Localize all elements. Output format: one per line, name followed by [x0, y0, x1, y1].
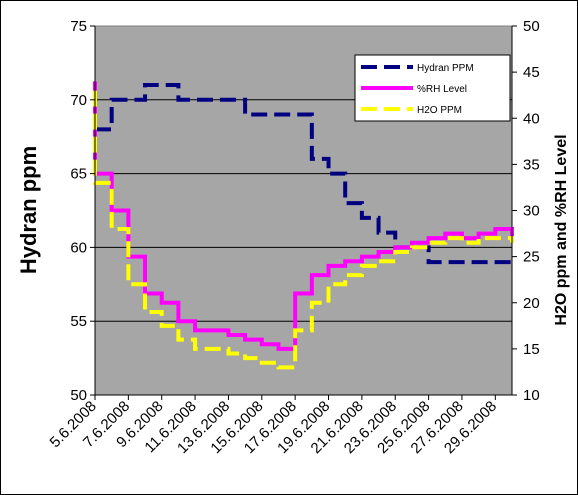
- y2-tick-label: 20: [523, 295, 540, 312]
- y2-tick-label: 10: [523, 387, 540, 404]
- y2-tick-label: 45: [523, 64, 540, 81]
- y2-axis-title: H2O ppm and %RH Level: [553, 134, 570, 325]
- y-tick-label: 70: [70, 92, 87, 109]
- series-line: [93, 90, 514, 370]
- legend-label: %RH Level: [417, 84, 467, 95]
- y-tick-label: 65: [70, 166, 87, 183]
- y-tick-label: 75: [70, 18, 87, 35]
- y2-tick-label: 30: [523, 203, 540, 220]
- y2-tick-label: 15: [523, 341, 540, 358]
- y2-tick-label: 25: [523, 249, 540, 266]
- y-tick-label: 55: [70, 313, 87, 330]
- y2-tick-label: 35: [523, 156, 540, 173]
- y-tick-label: 50: [70, 387, 87, 404]
- series-line: [93, 81, 514, 351]
- y-axis-title: Hydran ppm: [16, 146, 41, 274]
- series-layer: [93, 81, 514, 370]
- y2-tick-label: 40: [523, 110, 540, 127]
- y-tick-label: 60: [70, 239, 87, 256]
- legend: Hydran PPM %RH Level H2O PPM: [354, 54, 511, 122]
- legend-label: H2O PPM: [417, 105, 462, 116]
- y2-tick-label: 50: [523, 18, 540, 35]
- series-line: [95, 83, 512, 265]
- legend-label: Hydran PPM: [417, 63, 474, 74]
